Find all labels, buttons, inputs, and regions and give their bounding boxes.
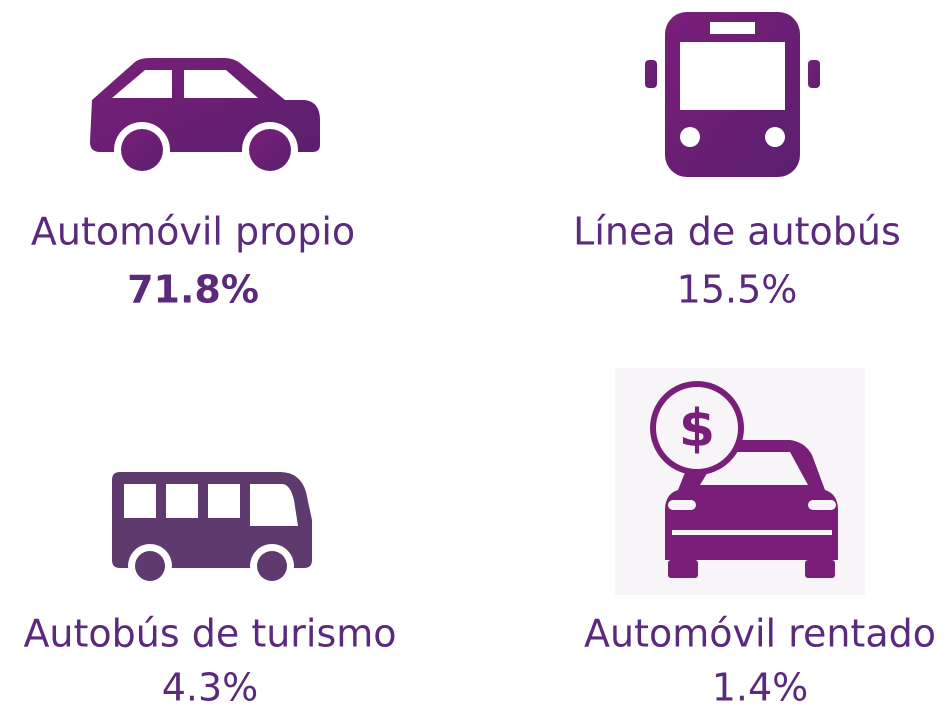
bus-front-icon [645, 12, 820, 177]
item-label: Automóvil rentado [584, 612, 936, 656]
item-label: Línea de autobús [573, 210, 901, 254]
car-icon [90, 58, 320, 178]
item-value: 15.5% [677, 268, 798, 312]
tourism-bus-icon [112, 472, 312, 588]
item-value: 4.3% [162, 666, 259, 708]
item-label: Automóvil propio [31, 210, 355, 254]
item-label: Autobús de turismo [23, 612, 396, 656]
rental-car-icon: $ [615, 368, 865, 595]
item-value: 1.4% [712, 666, 809, 708]
svg-text:$: $ [679, 399, 715, 459]
item-value: 71.8% [127, 268, 259, 312]
